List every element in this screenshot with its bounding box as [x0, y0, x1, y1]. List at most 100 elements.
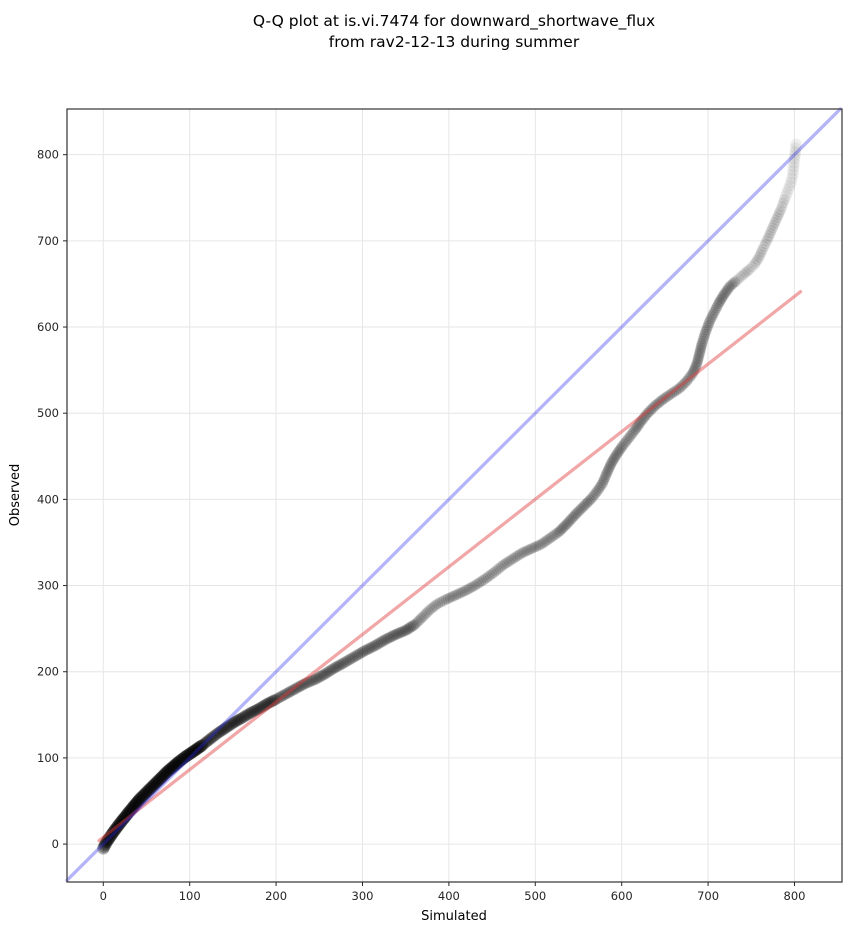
scatter-point: [573, 505, 585, 517]
scatter-point: [144, 781, 158, 795]
scatter-point: [639, 411, 651, 422]
scatter-point: [257, 700, 269, 712]
scatter-point: [164, 762, 177, 776]
scatter-point: [190, 743, 203, 756]
scatter-point: [511, 551, 522, 562]
scatter-point: [209, 729, 222, 741]
scatter-point: [782, 183, 795, 195]
scatter-point: [367, 641, 379, 653]
scatter-point: [581, 497, 593, 509]
y-tick-label: 300: [37, 579, 59, 593]
scatter-point: [139, 786, 152, 800]
scatter-point: [693, 350, 705, 362]
scatter-point: [700, 326, 711, 338]
scatter-point: [177, 751, 191, 765]
scatter-point: [140, 785, 153, 799]
scatter-point: [522, 544, 534, 556]
scatter-point: [305, 675, 318, 687]
scatter-point: [141, 784, 155, 798]
scatter-point: [175, 753, 188, 766]
scatter-point: [217, 723, 230, 736]
scatter-point: [98, 840, 111, 853]
scatter-point: [322, 666, 334, 678]
scatter-point: [589, 489, 600, 500]
scatter-point: [463, 583, 475, 595]
scatter-point: [422, 606, 434, 617]
scatter-point: [241, 709, 254, 721]
scatter-point: [713, 298, 724, 310]
scatter-point: [317, 669, 329, 681]
scatter-point: [551, 527, 563, 539]
scatter-point: [391, 628, 403, 640]
scatter-point: [128, 799, 141, 812]
scatter-point: [578, 500, 590, 512]
scatter-point: [247, 705, 259, 718]
scatter-point: [775, 204, 787, 216]
scatter-point: [187, 744, 201, 758]
scatter-point: [156, 770, 169, 783]
scatter-point: [174, 754, 187, 767]
scatter-point: [566, 513, 577, 525]
scatter-point: [167, 760, 180, 773]
scatter-point: [344, 653, 356, 665]
scatter-point: [284, 686, 296, 698]
scatter-point: [475, 576, 486, 588]
scatter-point: [492, 564, 503, 575]
scatter-point: [343, 654, 355, 666]
scatter-point: [195, 739, 208, 752]
scatter-point: [598, 475, 609, 487]
scatter-point: [787, 164, 799, 177]
scatter-point: [544, 532, 556, 544]
scatter-point: [556, 523, 567, 535]
scatter-point: [289, 683, 301, 695]
scatter-point: [537, 537, 549, 549]
scatter-point: [412, 615, 424, 627]
scatter-point: [705, 313, 717, 325]
scatter-point: [116, 814, 129, 827]
scatter-point: [229, 716, 241, 728]
scatter-point: [146, 779, 160, 792]
scatter-point: [744, 263, 755, 275]
scatter-point: [281, 687, 293, 699]
y-tick-label: 600: [37, 320, 59, 334]
scatter-point: [532, 540, 543, 552]
x-tick-label: 800: [784, 889, 806, 903]
scatter-point: [714, 296, 725, 308]
scatter-point: [682, 374, 694, 385]
scatter-point: [388, 629, 400, 642]
scatter-point: [788, 157, 800, 169]
scatter-point: [546, 531, 558, 543]
scatter-point: [185, 746, 198, 759]
scatter-point: [446, 591, 458, 603]
scatter-point: [469, 580, 481, 591]
scatter-point: [697, 335, 709, 347]
scatter-point: [408, 619, 420, 631]
scatter-point: [97, 842, 110, 855]
scatter-point: [333, 660, 345, 672]
scatter-point: [438, 595, 450, 606]
scatter-point: [789, 149, 801, 162]
scatter-point: [753, 251, 765, 263]
scatter-point: [192, 741, 205, 755]
scatter-point: [554, 525, 566, 537]
scatter-point: [750, 256, 762, 268]
scatter-point: [564, 514, 576, 526]
scatter-point: [307, 674, 319, 686]
scatter-point: [790, 138, 802, 151]
scatter-point: [365, 642, 377, 654]
scatter-point: [147, 778, 161, 791]
scatter-point: [696, 338, 708, 349]
scatter-point: [386, 630, 398, 643]
scatter-point: [594, 481, 606, 493]
scatter-point: [603, 463, 615, 475]
scatter-point: [350, 650, 362, 662]
scatter-point: [336, 658, 348, 670]
scatter-point: [631, 421, 643, 433]
scatter-point: [102, 833, 115, 846]
scatter-point: [245, 706, 258, 719]
scatter-point: [203, 734, 215, 746]
scatter-point: [158, 768, 171, 781]
scatter-point: [486, 568, 498, 580]
scatter-point: [237, 711, 249, 724]
scatter-point: [334, 659, 346, 671]
